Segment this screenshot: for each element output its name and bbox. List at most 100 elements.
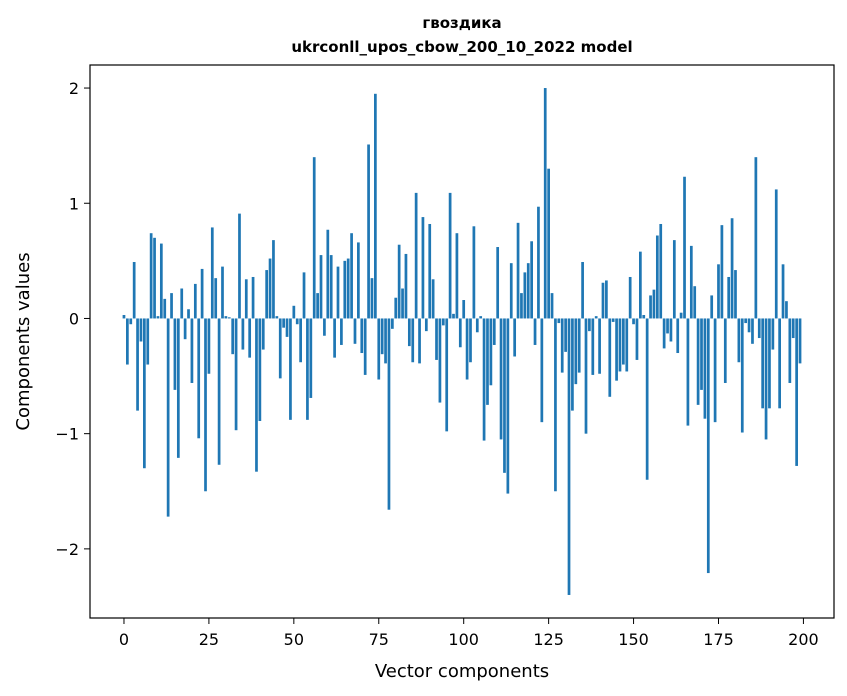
bar (224, 316, 228, 319)
bar (306, 318, 309, 420)
bar (513, 318, 517, 357)
bar (652, 289, 656, 319)
bar (520, 293, 523, 319)
x-tick-label: 125 (533, 630, 564, 649)
bar (482, 318, 486, 441)
y-tick-label: −2 (55, 540, 79, 559)
bar (622, 318, 625, 365)
bar (506, 318, 510, 494)
bar (441, 318, 445, 326)
bar (418, 318, 421, 364)
bar (465, 318, 469, 380)
x-tick-label: 0 (119, 630, 129, 649)
bar (380, 318, 384, 355)
bar (268, 258, 272, 319)
bar (282, 318, 285, 328)
bar (469, 318, 472, 363)
x-tick-label: 25 (199, 630, 219, 649)
bar (241, 318, 245, 350)
bar (503, 318, 506, 473)
bar (747, 318, 751, 333)
bar (778, 318, 781, 409)
bar (377, 318, 381, 380)
bar (537, 206, 540, 319)
bar (343, 260, 347, 319)
bar (431, 279, 435, 319)
bar (492, 318, 496, 345)
bar (156, 316, 160, 319)
bar (475, 318, 479, 333)
bar (292, 305, 296, 319)
bar (639, 251, 642, 319)
bar (221, 266, 224, 319)
x-tick-label: 150 (618, 630, 649, 649)
x-tick-label: 175 (703, 630, 734, 649)
bar (781, 264, 785, 319)
bar (278, 318, 282, 379)
bar (258, 318, 262, 421)
bar (126, 318, 129, 365)
y-tick-label: −1 (55, 425, 79, 444)
y-axis-ticks: −2 −1 0 1 2 (55, 79, 90, 559)
bar (374, 93, 377, 319)
bar (251, 276, 255, 319)
bar (730, 218, 734, 319)
bar (686, 318, 690, 426)
y-tick-label: 1 (69, 194, 79, 213)
bar (601, 282, 605, 319)
bar (295, 318, 299, 325)
bar (275, 316, 279, 319)
bar (407, 318, 411, 347)
bar (197, 318, 201, 439)
bar (200, 268, 204, 319)
bar (615, 318, 618, 381)
bar (132, 262, 136, 319)
bar (153, 237, 156, 319)
bar (632, 318, 635, 325)
bar (217, 318, 221, 465)
bar (798, 318, 802, 364)
bar (370, 278, 374, 319)
bar (193, 283, 197, 319)
bar (703, 318, 707, 419)
bar (571, 318, 574, 411)
bar (727, 276, 731, 319)
bar (554, 318, 557, 492)
bar (336, 266, 340, 319)
x-tick-label: 75 (369, 630, 389, 649)
bar (717, 264, 720, 319)
bar (598, 318, 601, 374)
bar (611, 318, 615, 322)
bar (329, 255, 333, 319)
bar (367, 144, 370, 319)
bar (435, 318, 438, 360)
bar (625, 318, 629, 372)
bar (591, 318, 595, 375)
bar (397, 244, 401, 319)
bar (350, 233, 353, 319)
y-tick-label: 0 (69, 309, 79, 328)
bar (659, 223, 663, 319)
bar (357, 242, 360, 319)
bar (272, 240, 275, 319)
y-axis-label: Components values (13, 252, 34, 430)
bar (669, 318, 673, 342)
bar (424, 318, 428, 332)
bar (122, 315, 126, 319)
bar (737, 318, 741, 363)
bar (170, 293, 173, 319)
bar (764, 318, 768, 440)
bar (734, 270, 737, 319)
bar (159, 243, 163, 319)
bar (255, 318, 258, 472)
bar (190, 318, 194, 383)
bar (486, 318, 489, 405)
bar (754, 157, 758, 319)
bar (312, 157, 316, 319)
bar (751, 318, 754, 344)
bar (289, 318, 292, 420)
bar (479, 316, 483, 319)
bar (618, 318, 622, 372)
bar (302, 272, 306, 319)
